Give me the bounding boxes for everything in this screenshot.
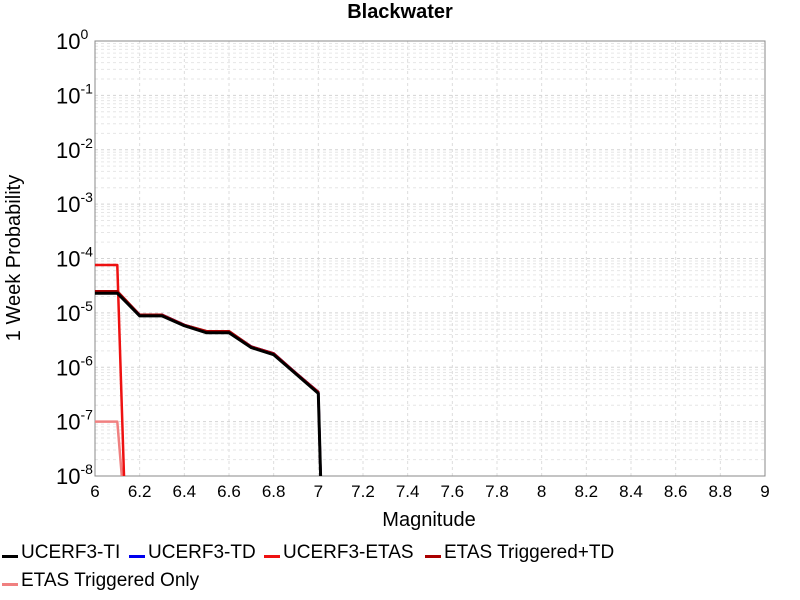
legend-swatch [425, 554, 441, 558]
y-tick-label: 10-1 [56, 80, 93, 108]
legend-label: UCERF3-ETAS [283, 542, 414, 563]
series-line-ucerf3-ti [95, 291, 323, 477]
legend: UCERF3-TI UCERF3-TD UCERF3-ETAS ETAS Tri… [0, 536, 800, 600]
x-tick-label: 8.6 [664, 482, 688, 501]
series-line-ucerf3-td [95, 290, 322, 477]
x-tick-label: 6.6 [217, 482, 241, 501]
legend-item-ucerf3-ti: UCERF3-TI [2, 542, 120, 564]
y-axis-ticks: 100 10-1 10-2 10-3 10-4 10-5 10-6 10-7 10-8 [56, 26, 93, 489]
x-tick-label: 7.6 [441, 482, 465, 501]
y-tick-label: 10-6 [56, 352, 93, 380]
x-tick-label: 6.8 [262, 482, 286, 501]
x-tick-label: 8.8 [709, 482, 733, 501]
legend-item-etas-triggered-td: ETAS Triggered+TD [425, 542, 614, 564]
legend-item-ucerf3-etas: UCERF3-ETAS [264, 542, 414, 564]
series-line-etas-triggered-td [95, 289, 322, 477]
x-tick-label: 6.4 [173, 482, 197, 501]
x-tick-label: 7.8 [485, 482, 509, 501]
x-tick-label: 7.4 [396, 482, 420, 501]
x-tick-label: 8.2 [575, 482, 599, 501]
legend-label: UCERF3-TI [21, 542, 121, 563]
grid [94, 41, 766, 477]
y-tick-label: 10-2 [56, 135, 93, 163]
series-line-etas-triggered-only [95, 420, 124, 477]
y-tick-label: 10-8 [56, 461, 93, 489]
x-tick-label: 6.2 [128, 482, 152, 501]
legend-swatch [2, 554, 18, 558]
x-tick-label: 7.2 [351, 482, 375, 501]
x-tick-label: 9 [760, 482, 769, 501]
y-tick-label: 10-7 [56, 407, 93, 435]
x-tick-label: 7 [314, 482, 323, 501]
y-tick-label: 100 [56, 26, 88, 54]
series-line-ucerf3-etas [95, 263, 126, 477]
y-tick-label: 10-5 [56, 298, 93, 326]
x-tick-label: 8 [537, 482, 546, 501]
plot-frame [94, 40, 766, 477]
legend-label: UCERF3-TD [148, 542, 256, 563]
legend-label: ETAS Triggered+TD [444, 542, 615, 563]
y-axis-label: 1 Week Probability [3, 175, 25, 341]
legend-swatch [129, 554, 145, 558]
x-tick-label: 6 [90, 482, 99, 501]
y-tick-label: 10-3 [56, 189, 93, 217]
x-axis-label: Magnitude [382, 509, 475, 531]
legend-item-etas-triggered-only: ETAS Triggered Only [2, 570, 199, 592]
chart: 6 6.2 6.4 6.6 6.8 7 7.2 7.4 7.6 7.8 8 8.2 8.4 8.6 8.8 9… [3, 1, 770, 531]
x-axis-ticks: 6 6.2 6.4 6.6 6.8 7 7.2 7.4 7.6 7.8 8 8.2 8.4 8.6 8.8 9 [90, 482, 769, 501]
x-tick-label: 8.4 [619, 482, 643, 501]
legend-label: ETAS Triggered Only [21, 570, 200, 591]
y-tick-label: 10-4 [56, 244, 93, 272]
legend-item-ucerf3-td: UCERF3-TD [129, 542, 256, 564]
series-layer [95, 263, 323, 477]
legend-swatch [2, 582, 18, 586]
chart-title: Blackwater [347, 1, 453, 23]
legend-swatch [264, 554, 280, 558]
